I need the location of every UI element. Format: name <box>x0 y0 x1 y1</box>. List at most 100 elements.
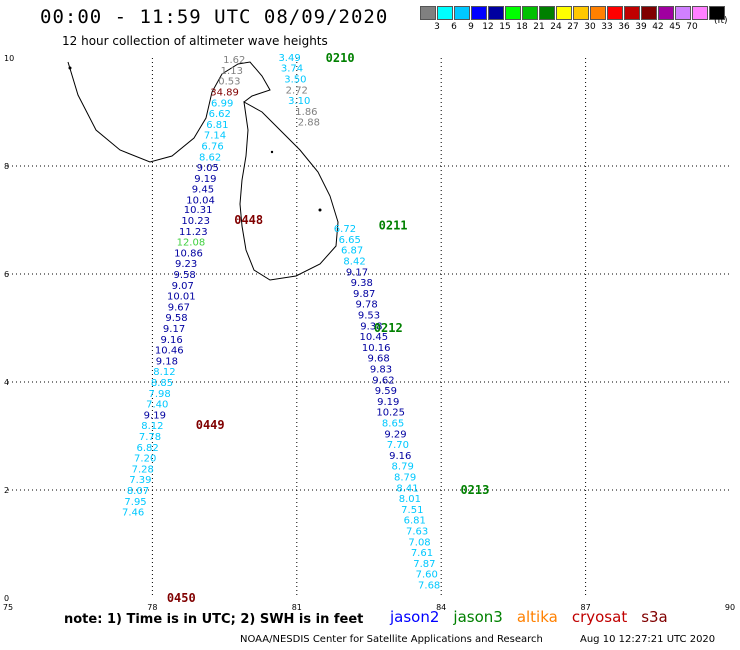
wave-height-value: 9.18 <box>156 356 178 367</box>
legend-label: 24 <box>550 22 562 32</box>
wave-height-value: 8.79 <box>394 473 416 484</box>
legend-swatch <box>522 6 538 20</box>
pass-time-label: 0213 <box>460 483 489 497</box>
wave-height-value: 9.38 <box>351 278 373 289</box>
lon-tick-label: 75 <box>3 603 13 612</box>
wave-height-value: 9.62 <box>372 375 394 386</box>
wave-height-value: 7.60 <box>416 570 438 581</box>
lon-tick-label: 78 <box>147 603 157 612</box>
legend-label: 42 <box>652 22 664 32</box>
pass-time-label: 0450 <box>167 591 196 605</box>
wave-height-value: 9.19 <box>377 397 399 408</box>
lat-tick-label: 0 <box>4 594 9 603</box>
legend-label: 18 <box>516 22 528 32</box>
wave-height-value: 7.95 <box>124 497 146 508</box>
wave-height-value: 9.83 <box>370 365 392 376</box>
wave-height-value: 7.14 <box>204 131 226 142</box>
wave-height-value: 10.46 <box>155 346 184 357</box>
wave-height-value: 9.16 <box>389 451 411 462</box>
axis-ticks: 75 78 81 84 87 90 0 2 4 6 8 10 <box>3 54 735 612</box>
lat-tick-label: 4 <box>4 378 9 387</box>
wave-height-value: 6.99 <box>211 98 233 109</box>
legend-swatch <box>590 6 606 20</box>
wave-height-value: 7.39 <box>129 475 151 486</box>
wave-height-value: 7.63 <box>406 527 428 538</box>
wave-height-value: 10.45 <box>359 332 388 343</box>
footer-credit: NOAA/NESDIS Center for Satellite Applica… <box>240 634 543 645</box>
wave-height-value: 6.87 <box>341 246 363 257</box>
wave-height-value: 9.67 <box>168 302 190 313</box>
legend-label: 45 <box>669 22 681 32</box>
satellite-name: jason3 <box>453 608 503 626</box>
wave-height-value: 1.13 <box>221 66 243 77</box>
legend-swatch <box>505 6 521 20</box>
wave-height-value: 10.23 <box>181 216 210 227</box>
wave-height-value: 10.25 <box>376 408 405 419</box>
wave-height-value: 9.38 <box>360 321 382 332</box>
wave-height-value: 8.41 <box>396 483 418 494</box>
wave-height-value: 8.12 <box>141 421 163 432</box>
lon-tick-label: 84 <box>436 603 446 612</box>
wave-height-value: 7.40 <box>146 400 168 411</box>
wave-height-value: 9.19 <box>144 410 166 421</box>
island-dot <box>270 150 274 154</box>
wave-height-value: 9.16 <box>161 335 183 346</box>
wave-height-value: 1.62 <box>223 55 245 66</box>
wave-height-value: 9.68 <box>367 354 389 365</box>
legend-swatch <box>641 6 657 20</box>
wave-height-value: 9.07 <box>172 281 194 292</box>
legend-swatch <box>420 6 436 20</box>
coastline-sri-lanka <box>239 101 339 281</box>
wave-height-value: 3.74 <box>281 64 303 75</box>
legend-label: 21 <box>533 22 545 32</box>
legend-swatch <box>573 6 589 20</box>
legend-label: 33 <box>601 22 613 32</box>
wave-height-value: 10.01 <box>167 292 196 303</box>
wave-height-value: 8.65 <box>382 419 404 430</box>
legend-swatch <box>539 6 555 20</box>
wave-height-value: 9.59 <box>375 386 397 397</box>
wave-height-value: 9.78 <box>355 300 377 311</box>
wave-height-value: 9.45 <box>192 185 214 196</box>
legend-swatch <box>488 6 504 20</box>
wave-height-value: 10.86 <box>174 248 203 259</box>
legend-swatch <box>471 6 487 20</box>
map-grid <box>8 58 730 598</box>
wave-height-value: 8.62 <box>199 152 221 163</box>
wave-height-value: 8.79 <box>392 462 414 473</box>
legend-swatch <box>624 6 640 20</box>
legend-swatch <box>607 6 623 20</box>
wave-height-value: 6.72 <box>334 224 356 235</box>
wave-height-value: 9.58 <box>174 270 196 281</box>
lat-tick-label: 10 <box>4 54 14 63</box>
wave-height-value: 9.87 <box>353 289 375 300</box>
wave-height-value: 6.62 <box>209 109 231 120</box>
lon-tick-label: 87 <box>581 603 591 612</box>
satellite-name: cryosat <box>571 608 628 626</box>
legend-unit: (ft) <box>714 16 728 26</box>
wave-height-value: 9.17 <box>163 324 185 335</box>
legend-swatch <box>709 6 725 20</box>
wave-height-value: 10.31 <box>184 205 213 216</box>
wave-height-value: 11.23 <box>179 227 208 238</box>
wave-height-value: 8.85 <box>151 378 173 389</box>
legend-swatch <box>556 6 572 20</box>
wave-height-value: 8.01 <box>399 494 421 505</box>
wave-height-value: 8.42 <box>343 257 365 268</box>
legend-label: 27 <box>567 22 579 32</box>
wave-height-value: 1.86 <box>295 107 317 118</box>
wave-height-value: 9.53 <box>358 311 380 322</box>
wave-tracks: 3.493.743.502.723.101.862.88 1.621.130.53… <box>122 53 440 592</box>
wave-height-value: 7.70 <box>387 440 409 451</box>
wave-height-value: 3.49 <box>278 53 300 64</box>
wave-height-value: 9.23 <box>175 259 197 270</box>
wave-height-value: 2.72 <box>286 85 308 96</box>
legend-swatch <box>675 6 691 20</box>
legend-label: 39 <box>635 22 647 32</box>
pass-labels: 0210 0211 0212 0213 0448 0449 0450 <box>167 51 490 605</box>
legend-swatch <box>454 6 470 20</box>
satellite-name: s3a <box>641 608 668 626</box>
wave-height-value: 7.46 <box>122 508 144 519</box>
wave-height-value: 3.10 <box>288 96 310 107</box>
